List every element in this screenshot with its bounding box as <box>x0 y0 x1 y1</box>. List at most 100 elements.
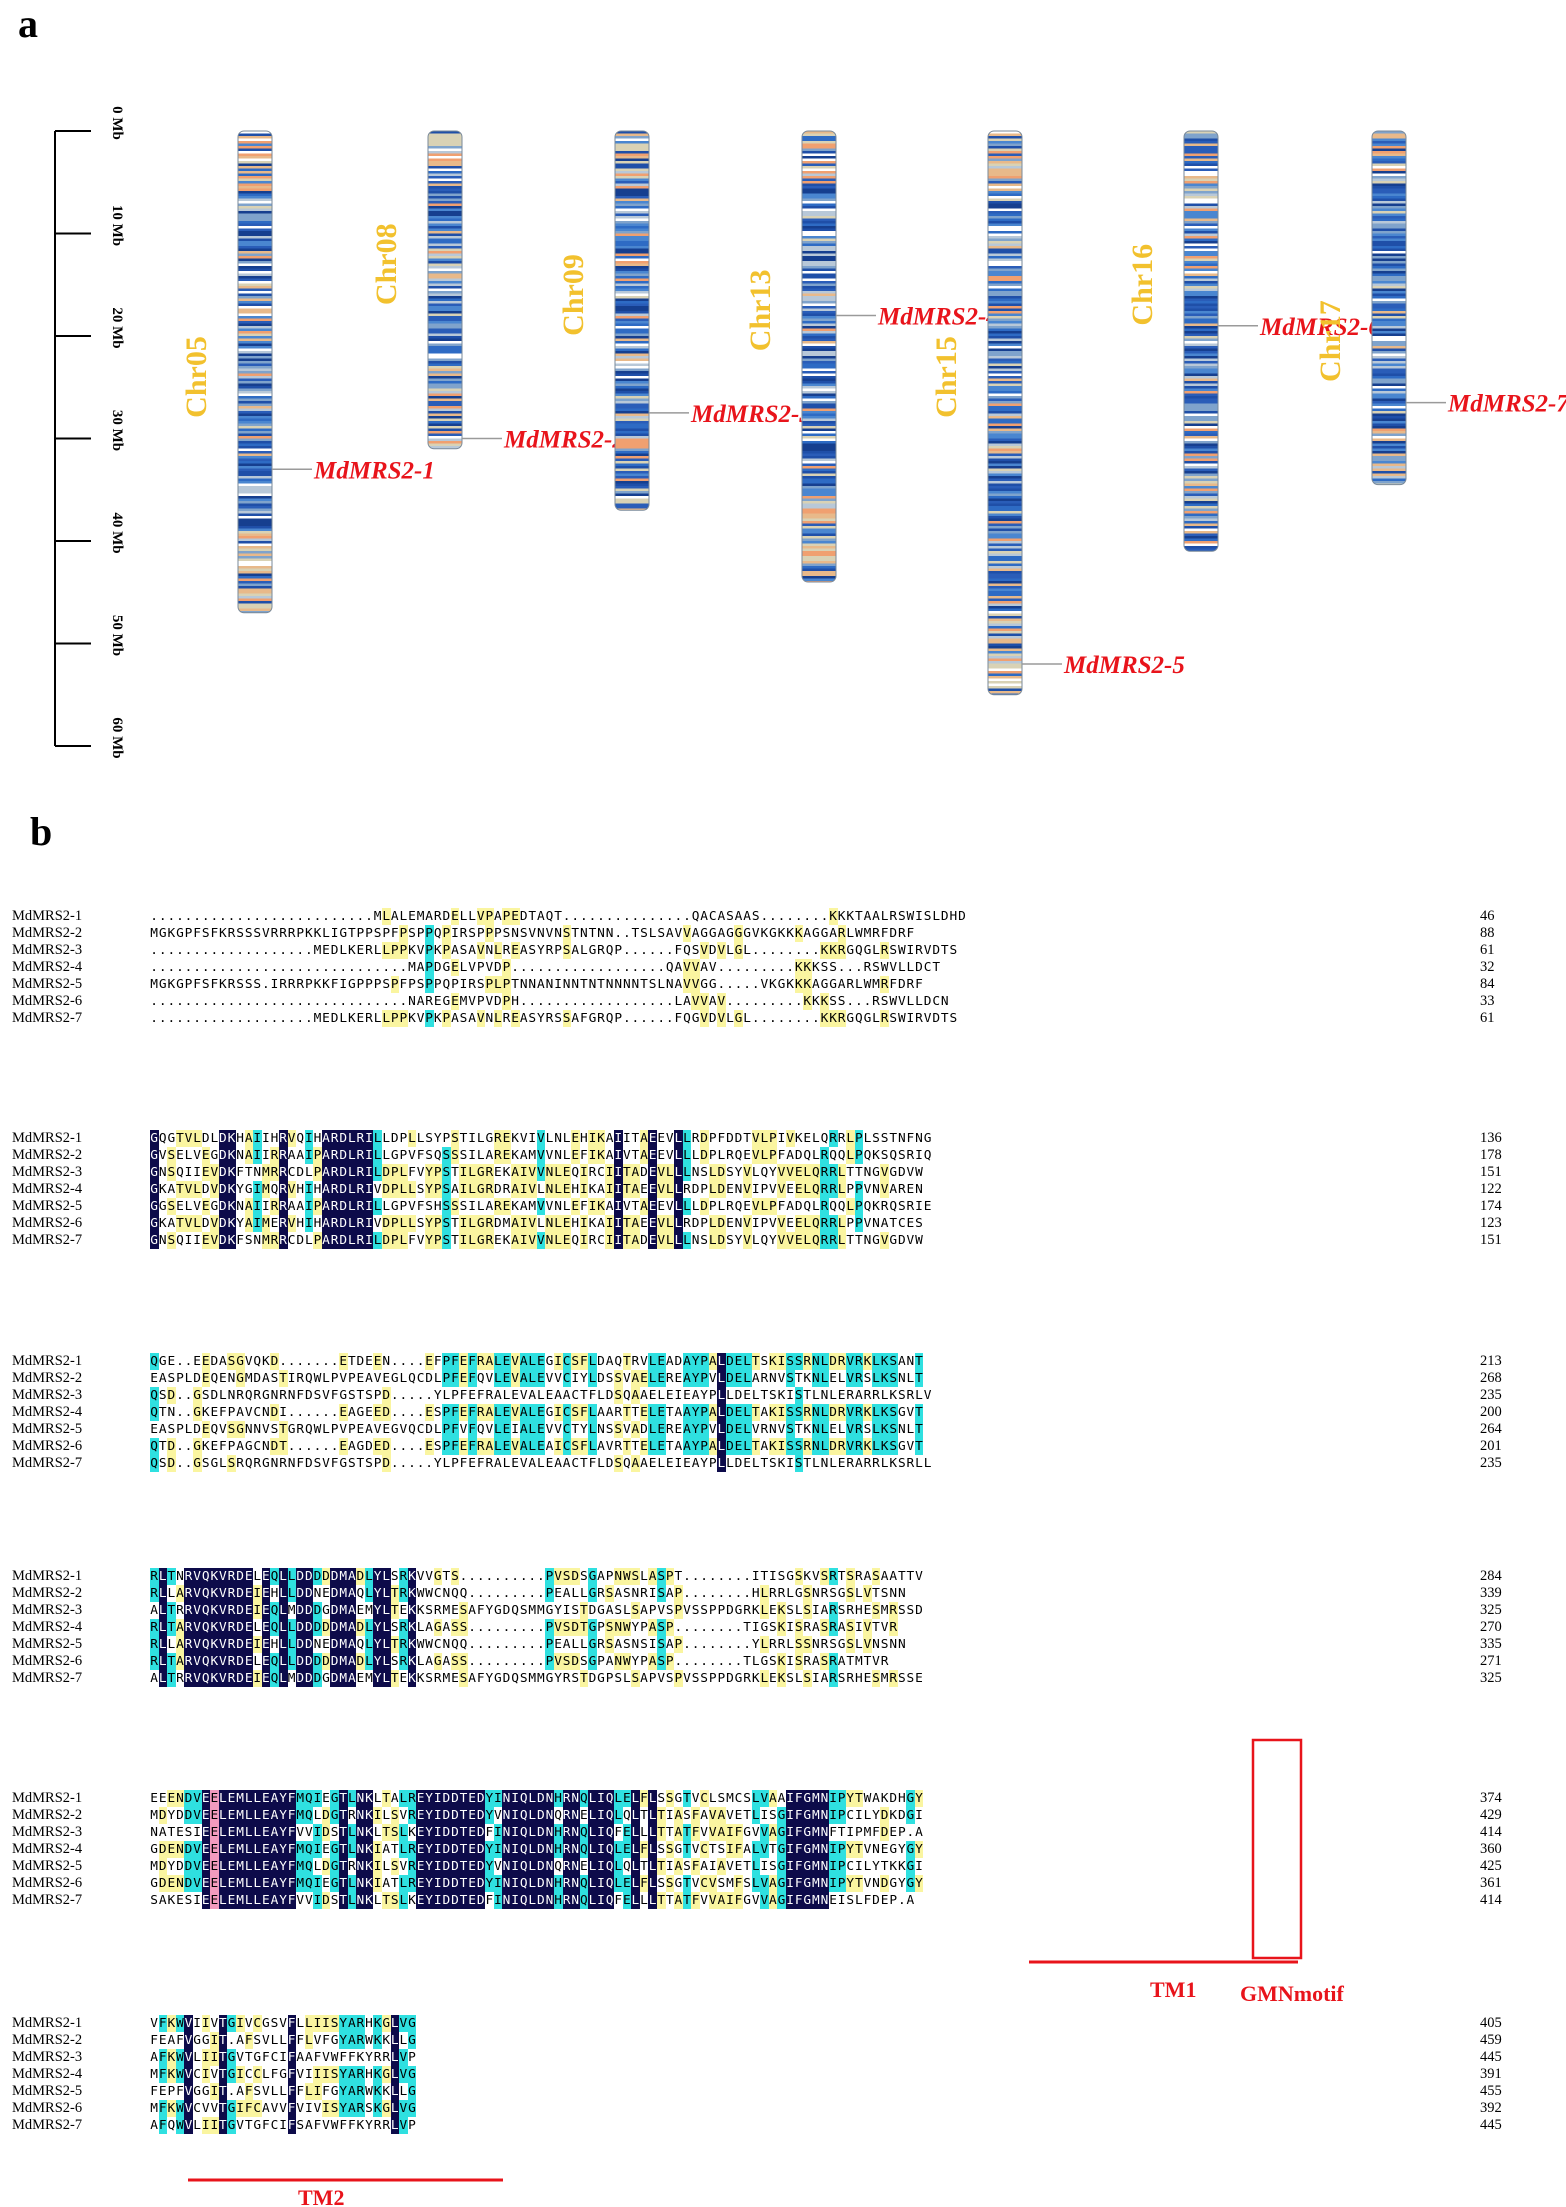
residue: W <box>330 2118 339 2133</box>
residue: D <box>382 1438 391 1455</box>
residue: . <box>717 1620 726 1635</box>
residue: E <box>416 1841 425 1858</box>
residue: G <box>889 1233 898 1248</box>
residue: V <box>192 1653 202 1670</box>
sequence-residues: ..............................NAREGEMVPV… <box>150 993 949 1010</box>
residue: F <box>322 2033 331 2048</box>
residue: P <box>176 1422 185 1437</box>
residue: . <box>322 960 331 975</box>
residue: E <box>356 943 365 958</box>
residue: L <box>760 1670 769 1687</box>
residue: G <box>769 926 778 941</box>
residue: N <box>691 1233 700 1248</box>
residue: . <box>158 943 167 958</box>
residue: A <box>158 1893 167 1908</box>
residue: . <box>330 994 339 1009</box>
residue: T <box>218 2083 228 2100</box>
residue: I <box>786 1620 795 1635</box>
residue: P <box>442 1131 451 1146</box>
residue: S <box>184 1893 193 1908</box>
residue: V <box>657 1164 666 1181</box>
residue: E <box>261 1568 271 1585</box>
residue: . <box>794 909 803 924</box>
residue: . <box>184 1405 193 1420</box>
residue: V <box>605 1439 614 1454</box>
residue: P <box>227 1439 236 1454</box>
residue: I <box>373 1841 383 1858</box>
residue: . <box>262 1011 271 1026</box>
residue: Q <box>176 1165 185 1180</box>
residue: R <box>837 925 847 942</box>
residue: G <box>906 1858 915 1875</box>
chromosome-group: Chr05MdMRS2-1Chr08MdMRS2-2Chr09MdMRS2-3C… <box>180 130 1566 696</box>
residue: P <box>399 1199 408 1214</box>
residue: I <box>201 2066 211 2083</box>
chromosome-outline <box>1183 130 1219 552</box>
residue: . <box>485 1654 494 1669</box>
residue: V <box>210 2101 219 2116</box>
residue: . <box>150 994 159 1009</box>
residue: T <box>597 977 606 992</box>
residue: V <box>683 1671 692 1686</box>
sequence-end-position: 391 <box>1480 2066 1502 2082</box>
residue: M <box>528 1603 537 1618</box>
residue: F <box>330 1388 339 1403</box>
residue: V <box>322 2118 331 2133</box>
residue: D <box>330 1653 340 1670</box>
residue: Q <box>476 1371 485 1386</box>
residue: A <box>150 1671 159 1686</box>
residue: Y <box>872 1808 881 1823</box>
residue: V <box>476 942 486 959</box>
residue: D <box>218 1147 228 1164</box>
residue: . <box>537 1637 546 1652</box>
residue: T <box>459 1790 468 1807</box>
residue: Y <box>485 1841 494 1858</box>
residue: R <box>373 2050 382 2065</box>
residue: K <box>803 1569 812 1584</box>
residue: V <box>399 2100 408 2117</box>
gene-label: MdMRS2-2 <box>503 427 625 454</box>
residue: L <box>253 1569 262 1584</box>
residue: R <box>296 977 305 992</box>
residue: L <box>622 1603 631 1618</box>
residue: D <box>270 1438 279 1455</box>
residue: S <box>631 1670 640 1687</box>
residue: . <box>528 1586 537 1601</box>
sequence-name: MdMRS2-7 <box>12 1232 83 1248</box>
residue: . <box>708 1637 717 1652</box>
residue: I <box>519 1232 529 1249</box>
residue: S <box>665 1603 674 1618</box>
residue: I <box>459 1164 468 1181</box>
residue: Q <box>511 1671 520 1686</box>
residue: S <box>459 1602 468 1619</box>
residue: S <box>871 1568 881 1585</box>
sequence-end-position: 151 <box>1480 1232 1502 1248</box>
residue: M <box>872 977 881 992</box>
residue: C <box>562 1421 572 1438</box>
residue: I <box>201 2117 211 2134</box>
residue: I <box>253 1636 262 1653</box>
residue: R <box>279 977 288 992</box>
residue: R <box>889 1619 898 1636</box>
sequence-residues: GNSQIIEVDKFTNMRRCDLPARDLRILDPLFVYPSTILGR… <box>150 1164 923 1181</box>
residue: S <box>785 1370 795 1387</box>
residue: R <box>803 1353 812 1370</box>
residue: S <box>270 2016 279 2031</box>
residue: P <box>313 1232 322 1249</box>
residue: G <box>588 1653 597 1670</box>
residue: S <box>769 1456 778 1471</box>
residue: . <box>579 994 588 1009</box>
residue: S <box>897 1671 906 1686</box>
residue: P <box>313 1147 322 1164</box>
sequence-end-position: 339 <box>1480 1585 1502 1601</box>
residue: . <box>270 994 279 1009</box>
residue: S <box>760 1354 769 1369</box>
residue: L <box>467 1215 477 1232</box>
residue: N <box>545 1181 554 1198</box>
residue: A <box>347 2032 357 2049</box>
residue: T <box>175 1215 185 1232</box>
residue: . <box>468 1637 477 1652</box>
residue: G <box>837 1637 846 1652</box>
residue: R <box>399 1636 408 1653</box>
residue: V <box>760 1875 769 1892</box>
